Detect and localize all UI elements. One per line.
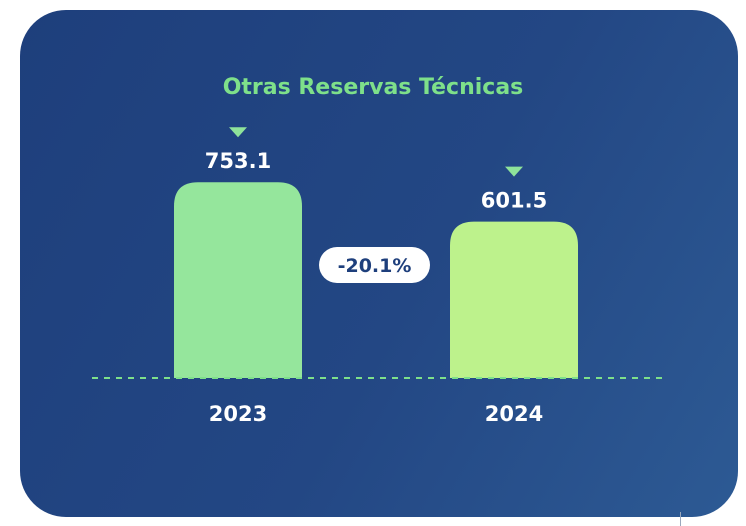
- bar-2024: [450, 221, 578, 378]
- chart-title: Otras Reservas Técnicas: [223, 75, 524, 100]
- value-label-2023: 753.1: [205, 149, 271, 173]
- bar-chart: Otras Reservas Técnicas 753.1 2023 601.5 20…: [92, 75, 662, 426]
- change-badge-bg: [319, 247, 430, 283]
- category-label-2023: 2023: [209, 402, 267, 426]
- change-badge-label: -20.1%: [338, 255, 412, 277]
- down-triangle-icon: [505, 166, 523, 177]
- value-label-2024: 601.5: [481, 189, 547, 213]
- category-label-2024: 2024: [485, 402, 543, 426]
- change-badge: -20.1%: [319, 247, 430, 283]
- down-triangle-icon: [229, 127, 247, 138]
- corner-divider-line: [680, 512, 681, 526]
- bar-2023: [174, 182, 302, 378]
- chart-card: Otras Reservas Técnicas 753.1 2023 601.5 20…: [20, 10, 738, 517]
